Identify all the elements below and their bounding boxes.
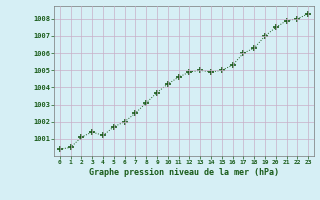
X-axis label: Graphe pression niveau de la mer (hPa): Graphe pression niveau de la mer (hPa) [89, 168, 279, 177]
